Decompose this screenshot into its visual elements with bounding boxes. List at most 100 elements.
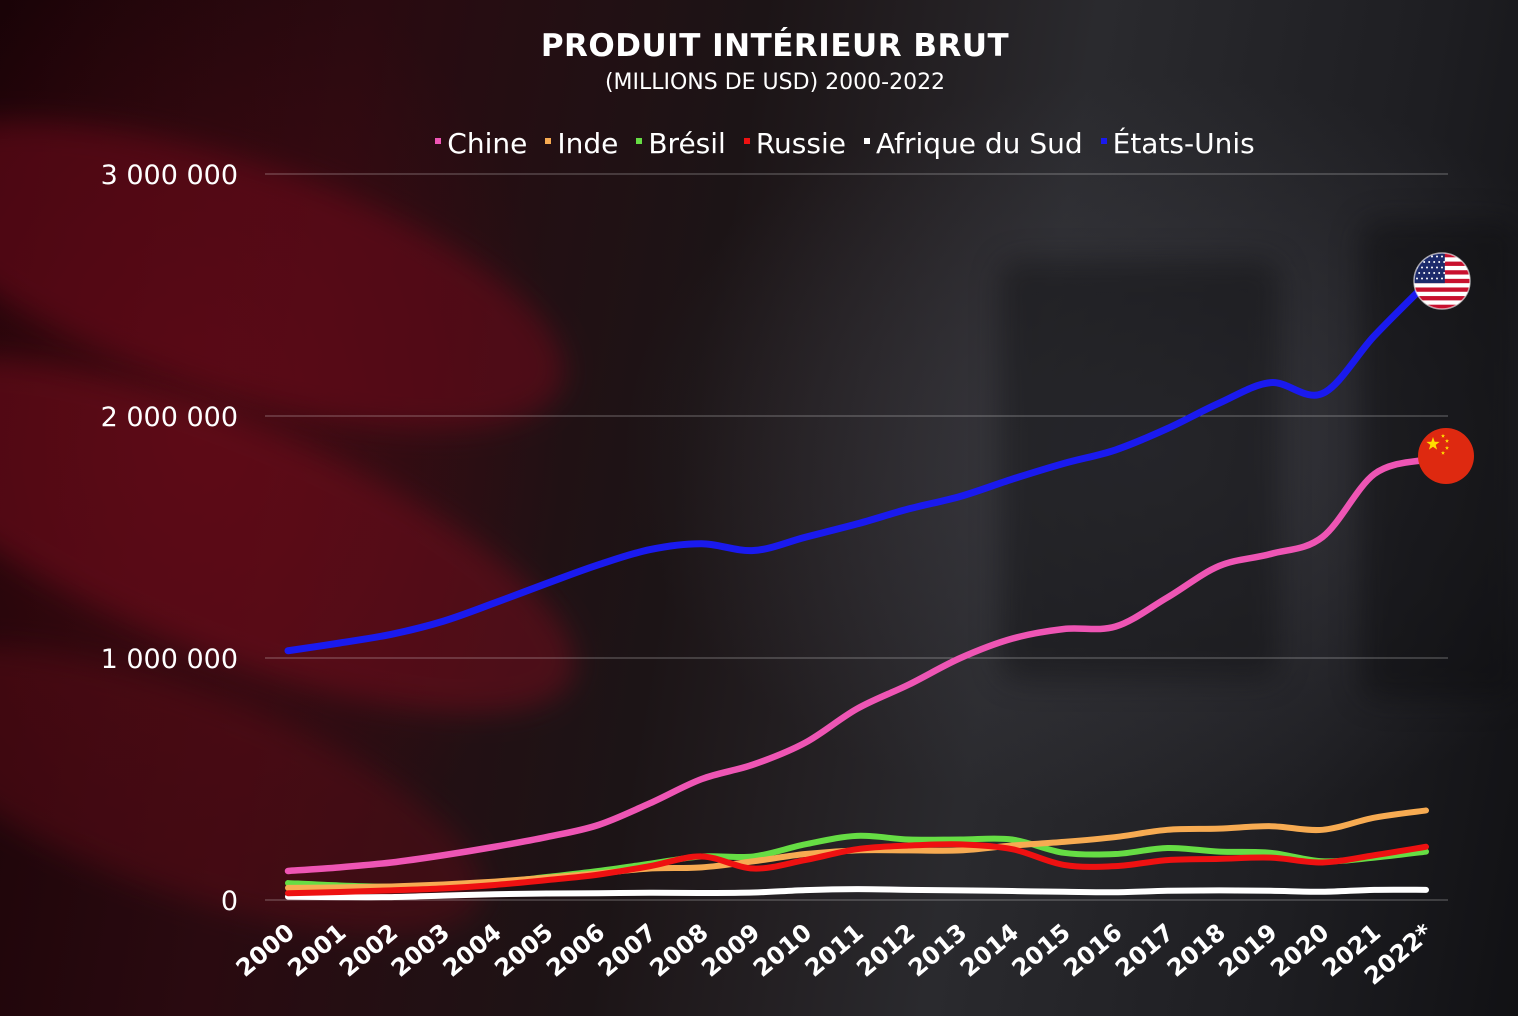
x-tick-label: 2013 — [903, 918, 972, 982]
x-tick-label: 2015 — [1007, 918, 1076, 982]
us-flag-star — [1438, 272, 1441, 274]
us-flag-star — [1428, 261, 1431, 263]
x-tick-label: 2003 — [386, 918, 455, 982]
chart-title: PRODUIT INTÉRIEUR BRUT — [540, 28, 1010, 64]
us-flag-star — [1416, 277, 1418, 280]
legend-item: Chine — [435, 127, 527, 160]
legend-item: États-Unis — [1100, 127, 1255, 160]
x-tick-label: 2019 — [1214, 918, 1283, 982]
series-line — [285, 886, 1429, 901]
y-axis-ticks: 0 1 000 000 2 000 000 3 000 000 — [101, 160, 238, 917]
legend-item: Russie — [743, 127, 846, 160]
legend-label: Inde — [557, 127, 619, 160]
series-line — [284, 280, 1430, 655]
x-tick-label: 2014 — [955, 918, 1024, 982]
us-flag-star — [1426, 277, 1428, 280]
us-flag-star — [1436, 266, 1438, 269]
series-lines — [284, 280, 1430, 901]
china-flag-star — [1444, 438, 1450, 443]
y-tick-label: 3 000 000 — [101, 160, 238, 191]
us-flag-stripe — [1414, 283, 1470, 288]
x-tick-label: 2007 — [593, 918, 662, 982]
y-tick-label: 2 000 000 — [101, 402, 238, 433]
x-tick-label: 2004 — [438, 918, 507, 982]
x-tick-label: 2016 — [1058, 918, 1127, 982]
china-flag-star — [1426, 437, 1440, 450]
us-flag-border — [1413, 252, 1471, 310]
legend-label: Brésil — [648, 127, 726, 160]
legend-item: Afrique du Sud — [863, 127, 1083, 160]
us-flag-star — [1428, 272, 1431, 274]
china-flag-star — [1440, 433, 1446, 438]
x-tick-label: 2010 — [748, 918, 817, 982]
us-flag-star — [1421, 255, 1423, 258]
china-flag-star — [1444, 445, 1450, 450]
x-tick-label: 2001 — [282, 918, 351, 982]
us-flag-stripe — [1414, 304, 1470, 309]
us-flag-stripe — [1414, 300, 1470, 305]
x-tick-label: 2006 — [541, 918, 610, 982]
x-tick-label: 2017 — [1110, 918, 1179, 982]
legend-item: Brésil — [636, 127, 726, 160]
us-flag-star — [1418, 272, 1421, 274]
legend-label: Russie — [755, 127, 846, 160]
us-flag-star — [1431, 266, 1433, 269]
legend-label: Chine — [447, 127, 528, 160]
china-flag-field — [1418, 428, 1474, 484]
china-flag-star — [1440, 450, 1446, 455]
x-tick-label: 2002 — [334, 918, 403, 982]
x-tick-label: 2000 — [231, 918, 300, 982]
x-tick-label: 2011 — [800, 918, 869, 982]
x-tick-label: 2009 — [696, 918, 765, 982]
us-flag-star — [1416, 255, 1418, 258]
legend-swatch — [636, 138, 643, 144]
x-tick-label: 2008 — [645, 918, 714, 982]
x-axis-ticks: 2000200120022003200420052006200720082009… — [231, 918, 1439, 991]
us-flag-star — [1423, 272, 1426, 274]
us-flag-star — [1431, 277, 1433, 280]
us-flag-star — [1436, 277, 1438, 280]
us-flag-canton — [1414, 253, 1445, 284]
legend-swatch — [545, 138, 552, 144]
legend-swatch — [1100, 138, 1107, 144]
us-flag-star — [1426, 266, 1428, 269]
us-flag-star — [1431, 255, 1433, 258]
y-tick-label: 1 000 000 — [101, 644, 238, 675]
x-tick-label: 2018 — [1162, 918, 1231, 982]
gridlines — [265, 173, 1448, 901]
us-flag-stripe — [1414, 296, 1470, 301]
legend-swatch — [435, 138, 442, 144]
chart-legend: Chine Inde Brésil Russie Afrique du Sud États… — [0, 127, 1518, 160]
legend-label: Afrique du Sud — [875, 127, 1083, 160]
legend-swatch — [863, 138, 870, 144]
us-flag-star — [1441, 255, 1443, 258]
us-flag-stripe — [1414, 287, 1470, 293]
chart-subtitle: (MILLIONS DE USD) 2000-2022 — [604, 70, 946, 95]
x-tick-label: 2020 — [1265, 918, 1334, 982]
us-flag-star — [1421, 266, 1423, 269]
us-flag-star — [1423, 261, 1426, 263]
us-flag-star — [1436, 255, 1438, 258]
y-tick-label: 0 — [221, 886, 238, 917]
legend-item: Inde — [545, 127, 618, 160]
country-flags — [1413, 252, 1474, 484]
series-line — [285, 841, 1429, 897]
us-flag-star — [1441, 277, 1443, 280]
us-flag-star — [1443, 272, 1446, 274]
us-flag-star — [1441, 266, 1443, 269]
us-flag-star — [1433, 272, 1436, 274]
us-flag-star — [1443, 261, 1446, 263]
us-flag-stripe — [1414, 291, 1470, 297]
series-line — [285, 832, 1429, 890]
x-tick-label: 2005 — [489, 918, 558, 982]
china-flag-icon — [1418, 428, 1474, 484]
us-flag-star — [1421, 277, 1423, 280]
us-flag-star — [1438, 261, 1441, 263]
legend-label: États-Unis — [1112, 127, 1255, 160]
us-flag-star — [1433, 261, 1436, 263]
series-line — [284, 456, 1430, 875]
x-tick-label: 2012 — [851, 918, 920, 982]
legend-swatch — [743, 138, 750, 144]
